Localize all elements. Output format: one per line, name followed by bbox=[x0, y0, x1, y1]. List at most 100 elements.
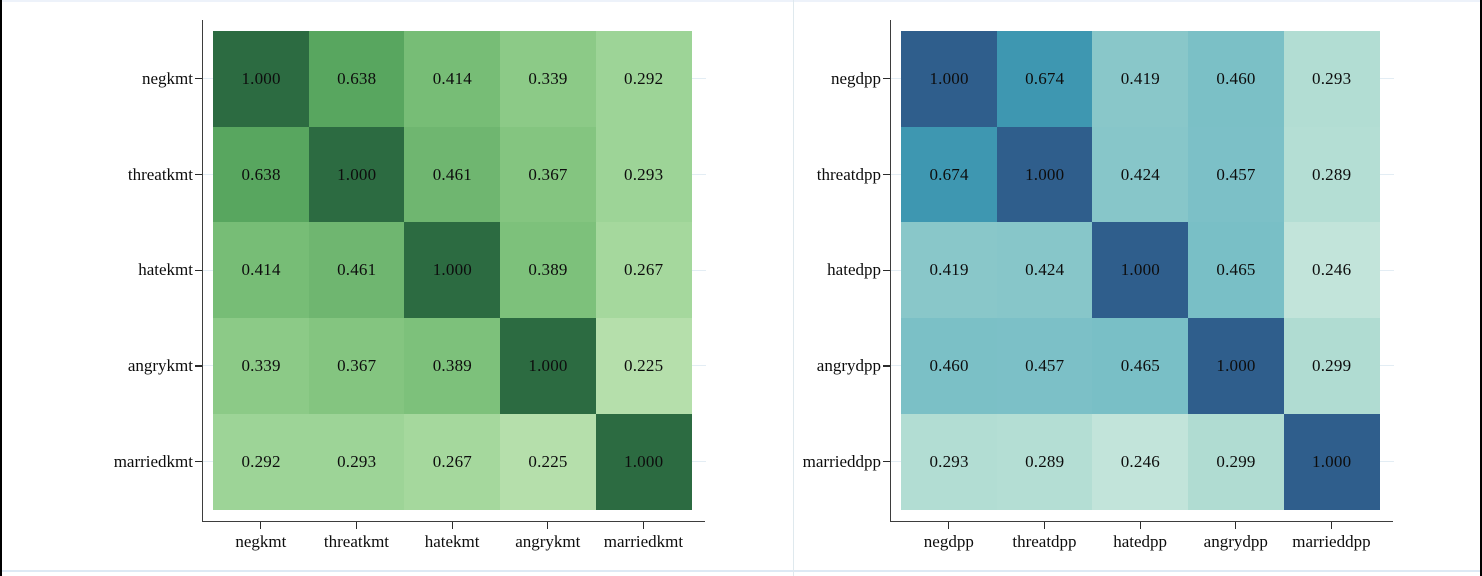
heatmap-cell: 1.000 bbox=[404, 222, 501, 319]
heatmap-cell: 0.638 bbox=[308, 31, 405, 128]
heatmap-cell: 0.225 bbox=[595, 318, 692, 415]
heatmap-cell: 1.000 bbox=[901, 31, 998, 128]
cell-value: 1.000 bbox=[1120, 260, 1160, 280]
heatmap-cell: 0.225 bbox=[499, 413, 597, 510]
heatmap-cell: 0.292 bbox=[595, 31, 692, 128]
cell-value: 0.293 bbox=[929, 451, 969, 471]
x-axis-line bbox=[890, 520, 1393, 523]
cell-value: 1.000 bbox=[1216, 356, 1256, 376]
gridline-right-segment bbox=[691, 174, 707, 176]
y-tick-label: hatekmt bbox=[138, 260, 193, 280]
heatmap-cell: 0.292 bbox=[213, 413, 310, 510]
heatmap-cell: 1.000 bbox=[996, 126, 1093, 223]
y-axis-tick bbox=[195, 461, 202, 463]
cell-value: 0.457 bbox=[1025, 356, 1065, 376]
x-tick-label: hatekmt bbox=[424, 532, 480, 551]
heatmap-cell: 0.299 bbox=[1187, 413, 1285, 510]
x-axis-tick bbox=[1043, 521, 1046, 529]
gridline-right-segment bbox=[1379, 174, 1395, 176]
heatmap-cell: 0.414 bbox=[404, 31, 501, 128]
x-tick-label: marriedkmt bbox=[603, 532, 684, 551]
y-tick-label: threatkmt bbox=[127, 164, 193, 184]
cell-value: 0.293 bbox=[337, 451, 377, 471]
y-axis-line bbox=[202, 20, 204, 523]
x-axis-tick bbox=[1139, 521, 1141, 529]
cell-value: 1.000 bbox=[929, 69, 969, 89]
gridline-right-segment bbox=[1379, 269, 1395, 271]
cell-value: 0.389 bbox=[432, 356, 472, 376]
heatmap-cell: 0.674 bbox=[901, 126, 998, 223]
window-left-edge-bar bbox=[0, 0, 2, 576]
x-axis-tick bbox=[642, 521, 644, 529]
gridline-left-segment bbox=[891, 365, 901, 367]
heatmap-cell: 0.424 bbox=[1092, 126, 1189, 223]
cell-value: 0.674 bbox=[929, 164, 969, 184]
y-tick-label: marrieddpp bbox=[802, 451, 881, 471]
cell-value: 1.000 bbox=[432, 260, 472, 280]
y-axis-tick bbox=[195, 78, 202, 80]
cell-value: 0.638 bbox=[337, 69, 377, 89]
heatmap-cell: 0.457 bbox=[1187, 126, 1285, 223]
cell-value: 0.225 bbox=[528, 451, 568, 471]
x-tick-label: negkmt bbox=[235, 532, 287, 551]
gridline-right-segment bbox=[691, 78, 707, 80]
cell-value: 1.000 bbox=[1025, 164, 1065, 184]
cell-value: 0.292 bbox=[241, 451, 281, 471]
gridline-right-segment bbox=[691, 269, 707, 271]
cell-value: 0.424 bbox=[1120, 164, 1160, 184]
cell-value: 0.293 bbox=[1312, 69, 1352, 89]
cell-value: 0.292 bbox=[624, 69, 664, 89]
x-axis-tick bbox=[355, 521, 358, 529]
cell-value: 0.339 bbox=[241, 356, 281, 376]
heatmap-cell: 1.000 bbox=[1283, 413, 1380, 510]
y-tick-label: angrykmt bbox=[127, 355, 193, 375]
x-axis-tick bbox=[948, 521, 950, 529]
y-tick-label: threatdpp bbox=[816, 164, 881, 184]
heatmap-cell: 1.000 bbox=[499, 318, 597, 415]
x-tick-label: angrykmt bbox=[515, 532, 581, 551]
y-axis-tick bbox=[883, 173, 890, 176]
y-axis-line bbox=[890, 20, 892, 523]
gridline-left-segment bbox=[891, 461, 901, 463]
cell-value: 0.638 bbox=[241, 164, 281, 184]
cell-value: 0.339 bbox=[528, 69, 568, 89]
heatmap-cell: 1.000 bbox=[213, 31, 310, 128]
heatmap-cell: 0.424 bbox=[996, 222, 1093, 319]
cell-value: 0.389 bbox=[528, 260, 568, 280]
heatmap-cell: 0.414 bbox=[213, 222, 310, 319]
y-axis-tick bbox=[883, 78, 890, 80]
y-tick-label: marriedkmt bbox=[113, 451, 193, 471]
y-axis-tick bbox=[883, 461, 890, 463]
cell-value: 0.460 bbox=[1216, 69, 1256, 89]
cell-value: 1.000 bbox=[337, 164, 377, 184]
cell-value: 0.367 bbox=[528, 164, 568, 184]
gridline-right-segment bbox=[691, 461, 707, 463]
heatmap-cell: 0.289 bbox=[1283, 126, 1380, 223]
heatmap-cell: 0.461 bbox=[308, 222, 405, 319]
x-tick-label: threatdpp bbox=[1012, 532, 1077, 551]
cell-value: 0.457 bbox=[1216, 164, 1256, 184]
heatmap-cell: 0.293 bbox=[595, 126, 692, 223]
x-axis-tick bbox=[1235, 521, 1237, 529]
heatmap-cell: 0.293 bbox=[308, 413, 405, 510]
heatmap-cell: 0.419 bbox=[901, 222, 998, 319]
cell-value: 0.424 bbox=[1025, 260, 1065, 280]
x-tick-label: angrydpp bbox=[1203, 532, 1268, 551]
heatmap-panel-dpp: negdpp threatdpp hatedpp angrydpp marrieddpp… bbox=[688, 0, 1428, 576]
heatmap-cell: 0.267 bbox=[404, 413, 501, 510]
gridline-left-segment bbox=[891, 269, 901, 271]
y-axis-tick bbox=[195, 365, 202, 367]
y-axis-tick bbox=[883, 365, 890, 367]
cell-value: 0.289 bbox=[1312, 164, 1352, 184]
panel-divider-line bbox=[793, 0, 794, 576]
gridline-left-segment bbox=[203, 461, 213, 463]
heatmap-cell: 1.000 bbox=[595, 413, 692, 510]
heatmap-cell: 0.465 bbox=[1092, 318, 1189, 415]
x-tick-label: hatedpp bbox=[1113, 532, 1168, 551]
heatmap-cell: 0.674 bbox=[996, 31, 1093, 128]
heatmap-cell: 0.460 bbox=[1187, 31, 1285, 128]
heatmap-cell: 0.460 bbox=[901, 318, 998, 415]
x-axis-tick bbox=[260, 521, 262, 529]
gridline-left-segment bbox=[891, 174, 901, 176]
